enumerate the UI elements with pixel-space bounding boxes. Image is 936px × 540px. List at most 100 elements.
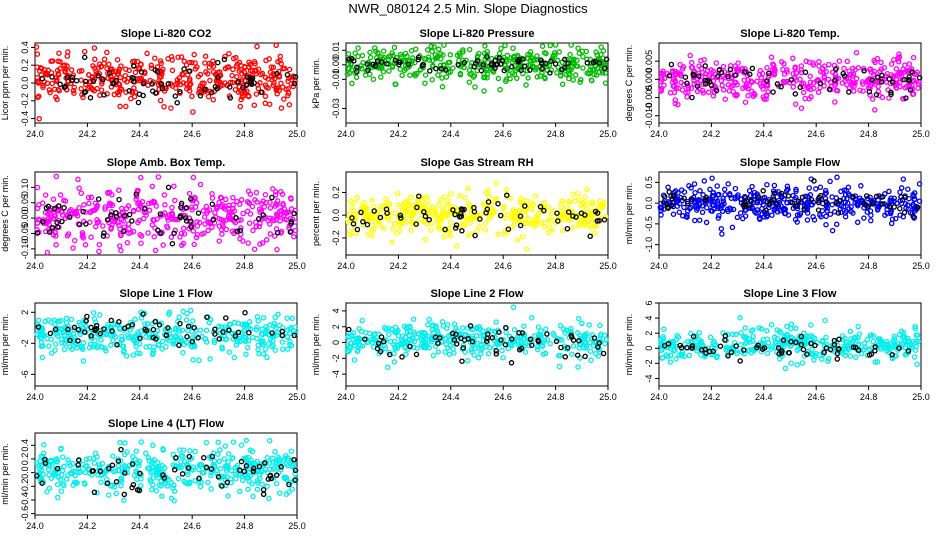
data-point [272,75,278,82]
data-point [696,63,702,69]
data-point [386,200,392,207]
data-point [886,188,892,195]
data-point [742,333,748,340]
data-point [201,80,207,87]
data-point [360,218,366,225]
data-point [87,94,94,101]
data-point [806,185,812,191]
data-point [851,88,857,94]
data-point [718,77,725,84]
data-point [692,217,698,224]
data-point [116,196,122,203]
data-point [378,334,385,340]
data-point [374,345,381,352]
data-point [702,77,709,84]
data-point [770,196,777,202]
data-point [722,332,729,339]
data-point [602,80,609,86]
data-point [741,347,747,353]
data-point [62,68,68,74]
data-point [188,224,194,230]
x-tick-label: 24.2 [703,261,721,271]
data-point [454,243,460,249]
data-point [542,220,548,226]
data-point [522,349,529,355]
data-point [532,56,538,62]
data-point [474,58,481,64]
data-point [55,494,61,501]
data-point [130,453,136,460]
data-point [222,203,228,209]
data-point [196,475,202,482]
data-point [359,317,365,324]
data-point [480,328,486,334]
data-point [58,336,65,343]
data-point [600,350,607,357]
data-point [800,346,807,353]
data-point [187,76,193,82]
y-axis-label: ml/min per min. [624,183,634,245]
data-point [676,209,683,215]
data-point [581,222,587,228]
data-point [240,84,246,91]
data-point [547,70,553,76]
data-point [912,323,919,330]
data-point [171,482,177,488]
data-point [259,481,265,487]
data-point [545,204,551,210]
data-point [145,455,152,461]
data-point [225,459,232,465]
data-point [360,200,367,206]
y-tick-label: 0.4 [20,439,30,452]
panel-title: Slope Line 4 (LT) Flow [108,418,224,430]
data-point [696,73,702,79]
data-point [439,319,446,325]
data-point [226,327,232,334]
data-point [916,181,923,187]
data-point [157,58,164,64]
data-point [98,479,104,485]
data-point [495,231,501,237]
data-point [836,336,842,343]
data-point [897,189,903,195]
data-point [729,224,736,231]
data-point [422,80,428,86]
x-tick-label: 24.4 [442,129,460,139]
data-point [165,184,172,191]
data-point [567,51,573,58]
data-point [122,72,129,79]
data-point [161,192,168,198]
data-point [521,323,527,329]
data-point [169,240,176,247]
plot-frame [34,171,298,256]
data-point [138,233,145,239]
x-tick-label: 24.4 [442,392,460,402]
data-point [810,80,817,86]
data-point [528,206,535,213]
data-point [564,225,571,232]
data-point [916,198,923,204]
data-point [591,66,598,73]
data-point [98,337,104,343]
data-point [46,229,53,235]
data-point [811,217,818,223]
data-point [689,59,695,66]
data-point [137,470,143,477]
data-point [896,345,902,351]
data-point [48,319,55,325]
data-point [88,194,95,201]
data-point [260,351,267,357]
data-point [407,343,413,350]
data-point [916,75,923,81]
data-point [428,227,434,233]
data-point [292,467,299,474]
data-point [541,337,548,344]
data-point [471,63,477,70]
data-point [49,463,56,469]
data-point [260,491,267,498]
data-point [667,359,674,365]
data-point [181,58,188,65]
data-point [498,45,504,52]
data-point [808,196,815,203]
